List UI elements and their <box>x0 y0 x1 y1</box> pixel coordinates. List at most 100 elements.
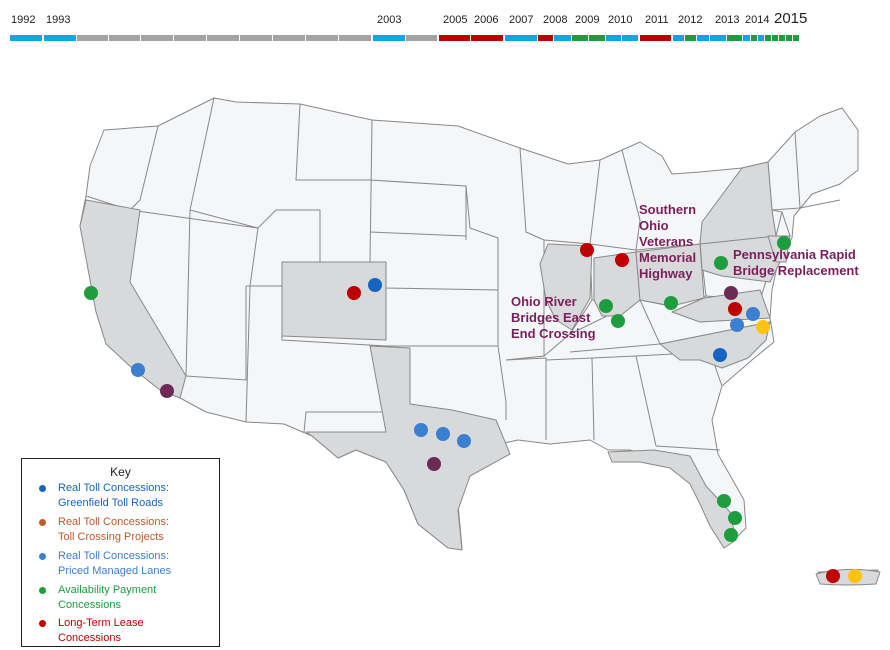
project-marker[interactable] <box>724 286 738 300</box>
timeline-year[interactable]: 1993 <box>46 14 71 26</box>
timeline-year[interactable]: 2009 <box>575 14 600 26</box>
timeline-segment[interactable] <box>786 35 792 41</box>
state-border <box>794 131 801 209</box>
timeline-year[interactable]: 1992 <box>11 14 36 26</box>
timeline-segment[interactable] <box>779 35 785 41</box>
timeline-year[interactable]: 2003 <box>377 14 402 26</box>
timeline-segment[interactable] <box>685 35 696 41</box>
project-marker[interactable] <box>826 569 840 583</box>
project-marker[interactable] <box>848 569 862 583</box>
timeline-year[interactable]: 2007 <box>509 14 534 26</box>
project-marker[interactable] <box>756 320 770 334</box>
state-border <box>799 199 841 209</box>
project-marker[interactable] <box>714 256 728 270</box>
timeline-segment[interactable] <box>141 35 173 41</box>
timeline-segment[interactable] <box>273 35 305 41</box>
state-border <box>185 286 247 381</box>
timeline-year[interactable]: 2015 <box>774 10 808 27</box>
project-marker[interactable] <box>436 427 450 441</box>
highlighted-state <box>79 199 187 399</box>
timeline-segment[interactable] <box>538 35 553 41</box>
timeline-segment[interactable] <box>373 35 405 41</box>
timeline-segment[interactable] <box>772 35 778 41</box>
callout-pennsylvania: Pennsylvania Rapid Bridge Replacement <box>733 247 859 278</box>
timeline: 1992 1993 2003 2005 2006 2007 2008 2009 2010 2011… <box>0 0 890 44</box>
timeline-segment[interactable] <box>109 35 140 41</box>
project-marker[interactable] <box>84 286 98 300</box>
timeline-year[interactable]: 2005 <box>443 14 468 26</box>
project-marker[interactable] <box>728 302 742 316</box>
timeline-segment[interactable] <box>406 35 437 41</box>
timeline-segment[interactable] <box>606 35 621 41</box>
project-marker[interactable] <box>777 236 791 250</box>
timeline-segment[interactable] <box>439 35 470 41</box>
project-marker[interactable] <box>599 299 613 313</box>
project-marker[interactable] <box>580 243 594 257</box>
timeline-year[interactable]: 2010 <box>608 14 633 26</box>
timeline-segment[interactable] <box>622 35 638 41</box>
timeline-segment[interactable] <box>793 35 799 41</box>
timeline-segment[interactable] <box>240 35 272 41</box>
timeline-year[interactable]: 2008 <box>543 14 568 26</box>
project-marker[interactable] <box>611 314 625 328</box>
timeline-segment[interactable] <box>765 35 771 41</box>
timeline-segment[interactable] <box>727 35 742 41</box>
timeline-segment[interactable] <box>339 35 371 41</box>
timeline-segment[interactable] <box>44 35 76 41</box>
project-marker[interactable] <box>131 363 145 377</box>
timeline-segment[interactable] <box>207 35 239 41</box>
timeline-segment[interactable] <box>758 35 764 41</box>
highlighted-state <box>607 449 737 549</box>
state-border <box>655 445 721 451</box>
timeline-year[interactable]: 2014 <box>745 14 770 26</box>
timeline-segment[interactable] <box>710 35 726 41</box>
key-dot-icon <box>39 553 46 560</box>
state-border <box>589 159 601 245</box>
highlighted-state <box>635 243 705 307</box>
timeline-year[interactable]: 2011 <box>645 14 669 26</box>
project-marker[interactable] <box>717 494 731 508</box>
timeline-year[interactable]: 2013 <box>715 14 740 26</box>
project-marker[interactable] <box>713 348 727 362</box>
timeline-segment[interactable] <box>743 35 750 41</box>
timeline-segment[interactable] <box>697 35 709 41</box>
timeline-segment[interactable] <box>673 35 684 41</box>
timeline-segment[interactable] <box>572 35 588 41</box>
key-title: Key <box>110 465 131 479</box>
project-marker[interactable] <box>427 457 441 471</box>
project-marker[interactable] <box>724 528 738 542</box>
timeline-year[interactable]: 2006 <box>474 14 499 26</box>
key-label: Availability Payment Concessions <box>58 584 157 611</box>
project-marker[interactable] <box>457 434 471 448</box>
timeline-segment[interactable] <box>10 35 42 41</box>
key-dot-icon <box>39 587 46 594</box>
timeline-segment[interactable] <box>589 35 605 41</box>
timeline-segment[interactable] <box>640 35 671 41</box>
timeline-segment[interactable] <box>471 35 503 41</box>
timeline-year[interactable]: 2012 <box>678 14 703 26</box>
timeline-segment[interactable] <box>174 35 206 41</box>
project-marker[interactable] <box>347 286 361 300</box>
key-label: Real Toll Concessions: Toll Crossing Pro… <box>58 516 170 543</box>
timeline-segment[interactable] <box>505 35 537 41</box>
timeline-segment[interactable] <box>554 35 571 41</box>
project-marker[interactable] <box>414 423 428 437</box>
timeline-segment[interactable] <box>306 35 338 41</box>
key-label: Long-Term Lease Concessions <box>58 617 144 644</box>
project-markers <box>84 236 862 583</box>
timeline-segment[interactable] <box>77 35 108 41</box>
project-marker[interactable] <box>615 253 629 267</box>
project-marker[interactable] <box>664 296 678 310</box>
callout-ohio-river: Ohio River Bridges East End Crossing <box>511 294 596 341</box>
state-border <box>295 103 370 181</box>
project-marker[interactable] <box>160 384 174 398</box>
timeline-segment[interactable] <box>751 35 757 41</box>
puerto-rico <box>815 568 881 586</box>
highlighted-state <box>281 261 387 341</box>
map-key: Key Real Toll Concessions: Greenfield To… <box>21 458 220 647</box>
project-marker[interactable] <box>728 511 742 525</box>
highlighted-state <box>305 345 511 551</box>
project-marker[interactable] <box>368 278 382 292</box>
project-marker[interactable] <box>730 318 744 332</box>
project-marker[interactable] <box>746 307 760 321</box>
